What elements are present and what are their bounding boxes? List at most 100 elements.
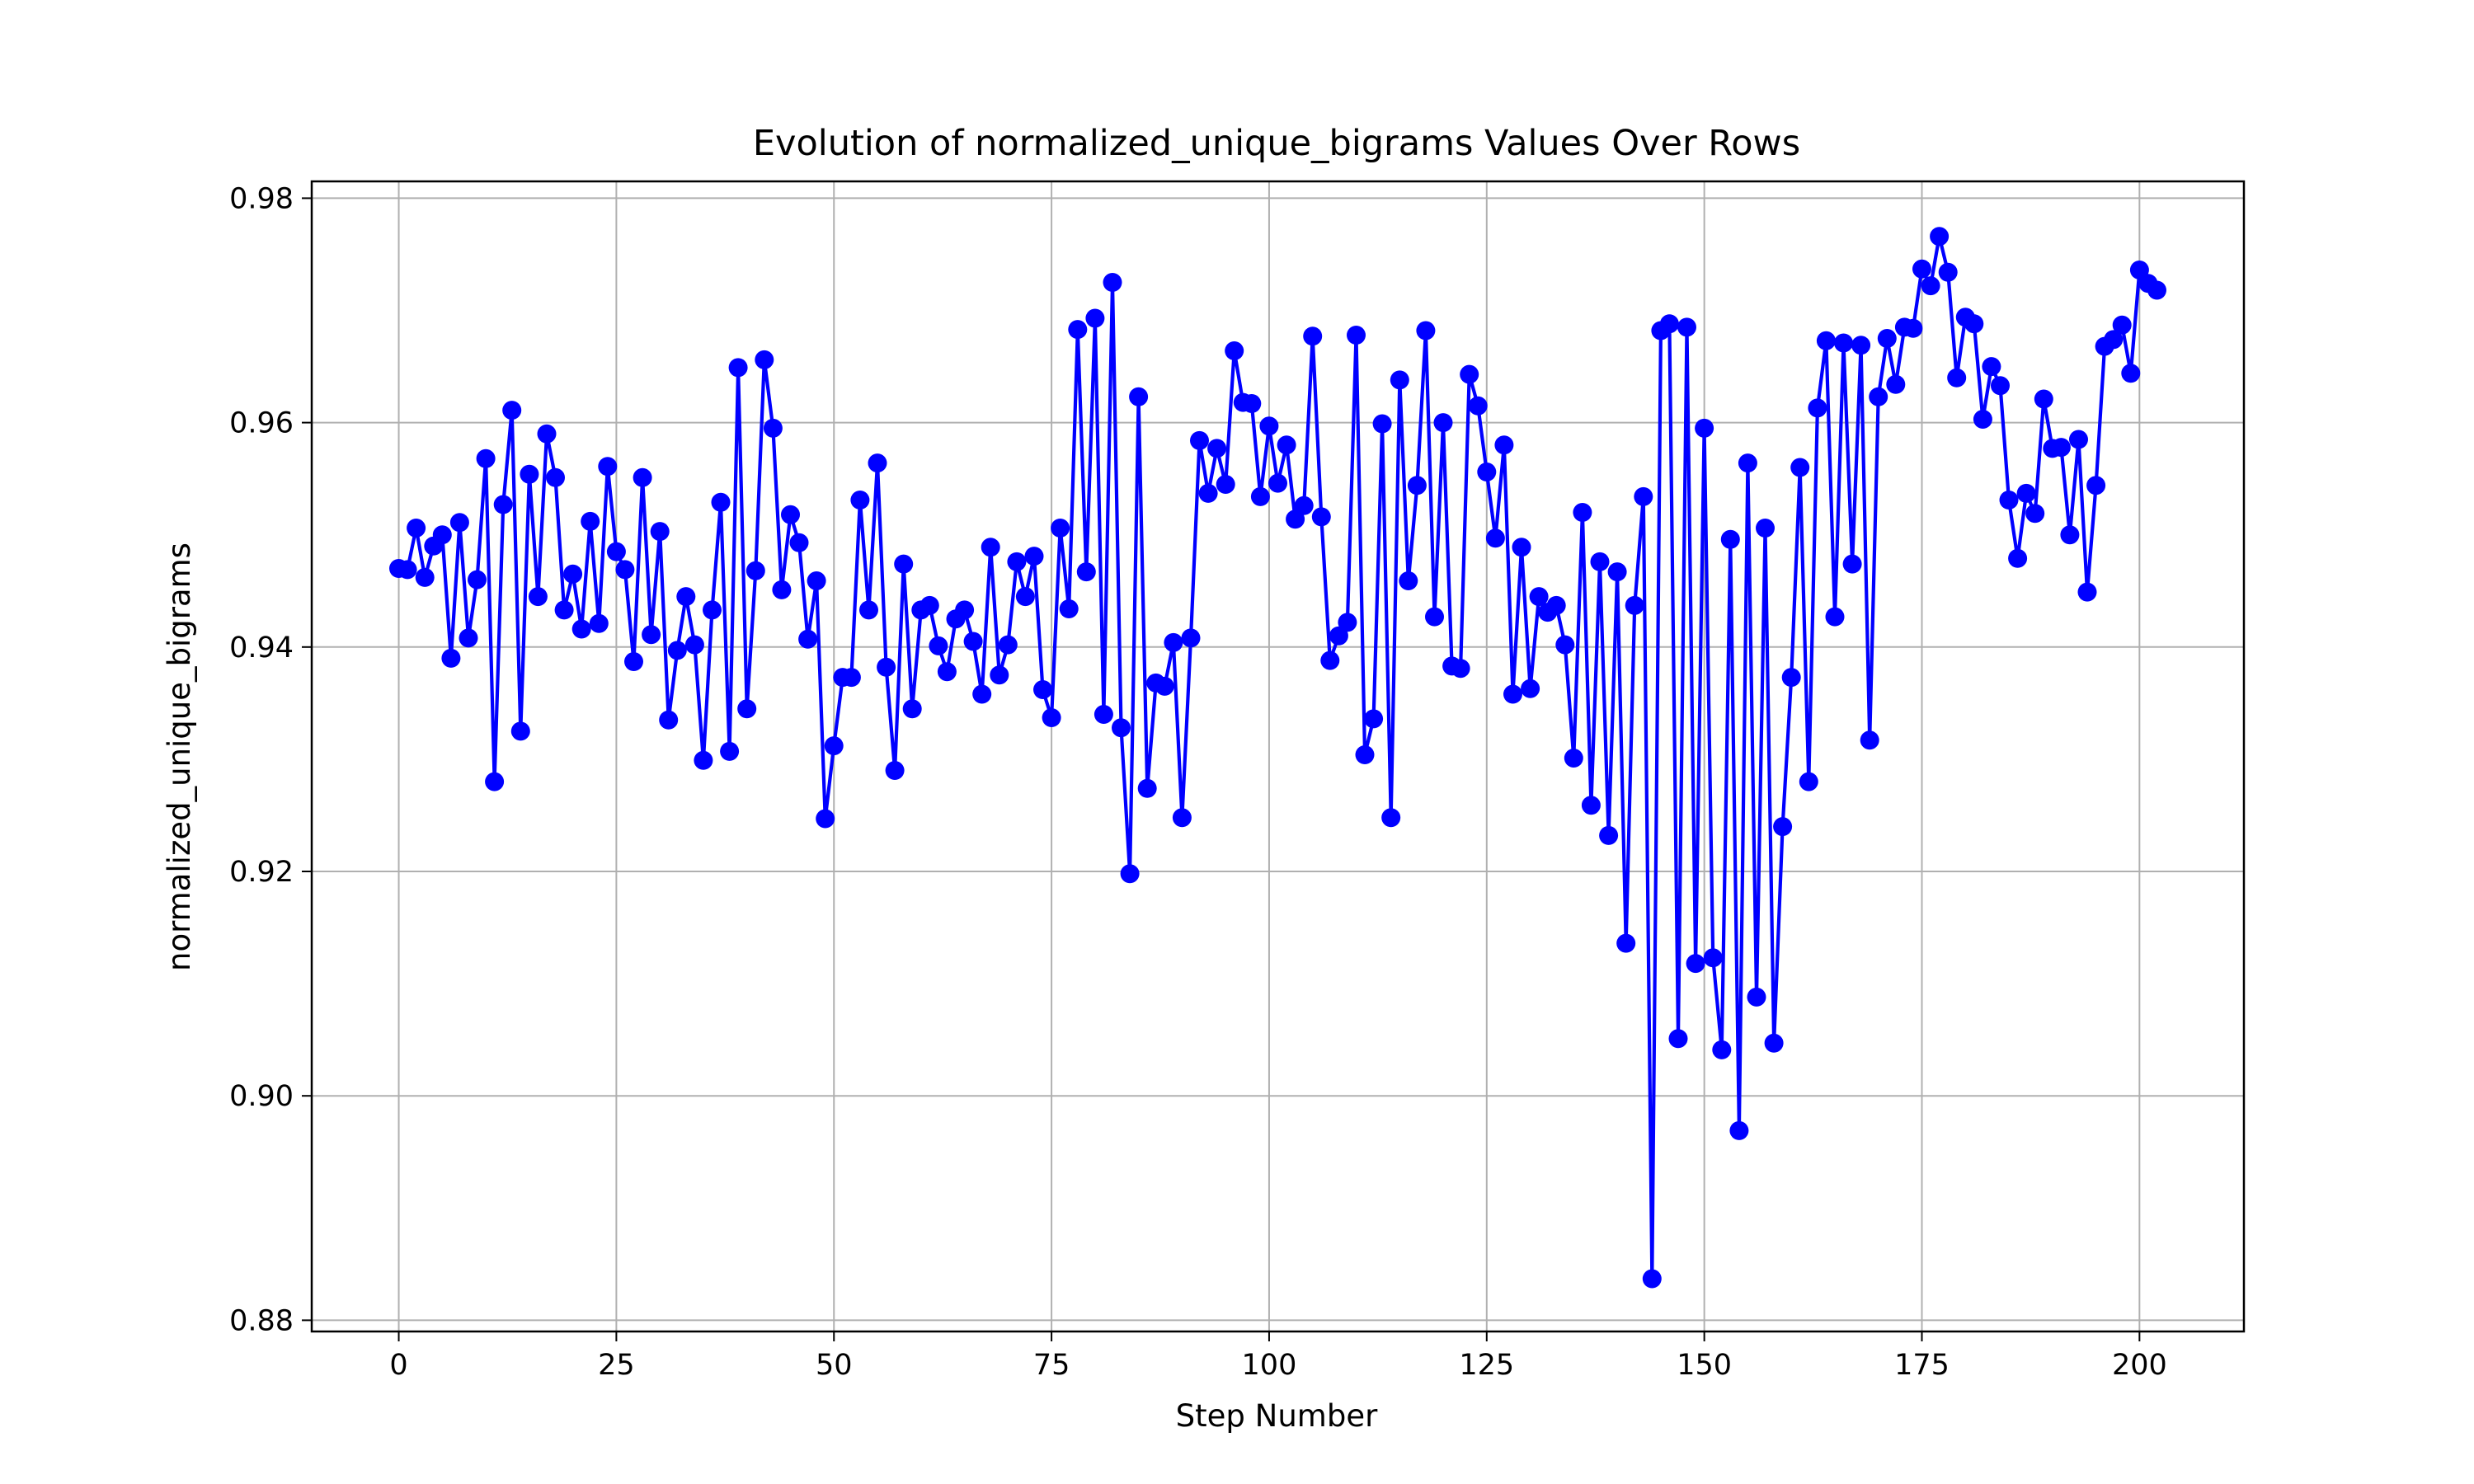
- data-point: [1581, 796, 1601, 815]
- data-point: [1103, 273, 1122, 292]
- data-point: [1590, 552, 1610, 571]
- data-point: [449, 513, 469, 533]
- data-point: [1433, 413, 1453, 433]
- data-point: [571, 619, 591, 639]
- data-point: [816, 809, 835, 829]
- data-point: [1512, 538, 1531, 557]
- x-tick-label: 175: [1894, 1349, 1950, 1382]
- data-point: [1599, 825, 1619, 845]
- data-point: [745, 561, 765, 580]
- data-point: [667, 641, 687, 660]
- data-point: [1112, 718, 1131, 738]
- data-point: [1494, 435, 1514, 455]
- data-point: [1250, 486, 1270, 506]
- data-point: [1677, 317, 1696, 337]
- data-point: [537, 424, 557, 444]
- data-point: [476, 448, 496, 468]
- data-point: [502, 401, 522, 420]
- data-point: [1347, 326, 1366, 345]
- data-point: [1468, 396, 1488, 416]
- data-point: [520, 464, 539, 484]
- data-point: [1425, 607, 1444, 627]
- data-point: [510, 721, 530, 741]
- data-point: [807, 571, 826, 590]
- data-point: [1555, 635, 1575, 655]
- data-point: [1930, 227, 1950, 247]
- data-point: [485, 772, 505, 791]
- data-point: [684, 635, 704, 655]
- data-point: [1738, 453, 1757, 473]
- data-point: [885, 761, 905, 780]
- data-point: [694, 750, 713, 770]
- data-point: [1259, 416, 1279, 436]
- data-point: [1869, 387, 1888, 406]
- y-tick-label: 0.98: [229, 182, 294, 215]
- data-point: [1947, 368, 1967, 387]
- data-point: [2104, 330, 2124, 350]
- data-point: [737, 699, 757, 719]
- data-point: [1329, 626, 1348, 646]
- data-point: [972, 684, 992, 704]
- x-axis-label: Step Number: [1176, 1398, 1378, 1434]
- data-point: [2060, 525, 2080, 545]
- data-point: [929, 636, 948, 655]
- data-point: [1616, 933, 1636, 953]
- data-point: [2016, 483, 2036, 503]
- data-point: [1120, 864, 1140, 884]
- data-point: [554, 600, 574, 620]
- data-point: [1982, 357, 2001, 377]
- data-point: [615, 560, 635, 580]
- data-point: [1477, 463, 1497, 481]
- data-point: [789, 533, 809, 552]
- x-tick-label: 75: [1033, 1349, 1070, 1382]
- data-point: [1068, 320, 1088, 340]
- data-point: [1799, 772, 1818, 791]
- data-point: [546, 467, 565, 487]
- data-point: [850, 491, 870, 510]
- data-point: [1756, 519, 1775, 538]
- data-point: [1964, 314, 1984, 334]
- data-point: [1999, 491, 2019, 510]
- data-point: [1320, 650, 1340, 670]
- data-point: [624, 652, 643, 671]
- data-point: [1886, 374, 1906, 394]
- axis-ticks: 0 25 50 75 100 125 150 175 200 0.88 0.90 0.92 0.94 0.…: [229, 182, 2167, 1382]
- data-point: [1729, 1120, 1749, 1140]
- data-point: [955, 600, 975, 620]
- data-point: [1181, 628, 1201, 648]
- data-point: [894, 554, 914, 574]
- data-point: [1085, 308, 1105, 328]
- x-tick-label: 100: [1242, 1349, 1297, 1382]
- data-point: [459, 628, 478, 648]
- y-tick-label: 0.88: [229, 1304, 294, 1337]
- y-tick-label: 0.90: [229, 1080, 294, 1113]
- data-point: [868, 453, 887, 473]
- data-point: [1155, 676, 1174, 696]
- data-point: [824, 736, 844, 756]
- data-point: [1921, 276, 1940, 296]
- data-point: [493, 495, 513, 514]
- data-point: [2147, 280, 2166, 300]
- x-tick-label: 0: [389, 1349, 407, 1382]
- data-point: [659, 710, 679, 730]
- data-point: [642, 625, 661, 645]
- data-point: [2034, 389, 2053, 409]
- data-point: [781, 505, 800, 524]
- data-point: [1912, 259, 1931, 279]
- data-point: [1294, 495, 1314, 515]
- data-point: [1747, 987, 1766, 1007]
- data-point: [1720, 529, 1740, 549]
- data-point: [1825, 607, 1845, 627]
- data-point: [1268, 473, 1287, 493]
- data-point: [1033, 680, 1052, 699]
- data-point: [1625, 595, 1644, 615]
- data-point: [728, 358, 748, 378]
- data-point: [1668, 1029, 1688, 1049]
- data-point: [902, 699, 922, 719]
- data-point: [1573, 503, 1592, 522]
- data-point: [1686, 954, 1705, 974]
- data-point: [650, 522, 670, 542]
- data-point: [937, 662, 957, 682]
- data-point: [1355, 745, 1375, 764]
- data-point: [772, 580, 792, 599]
